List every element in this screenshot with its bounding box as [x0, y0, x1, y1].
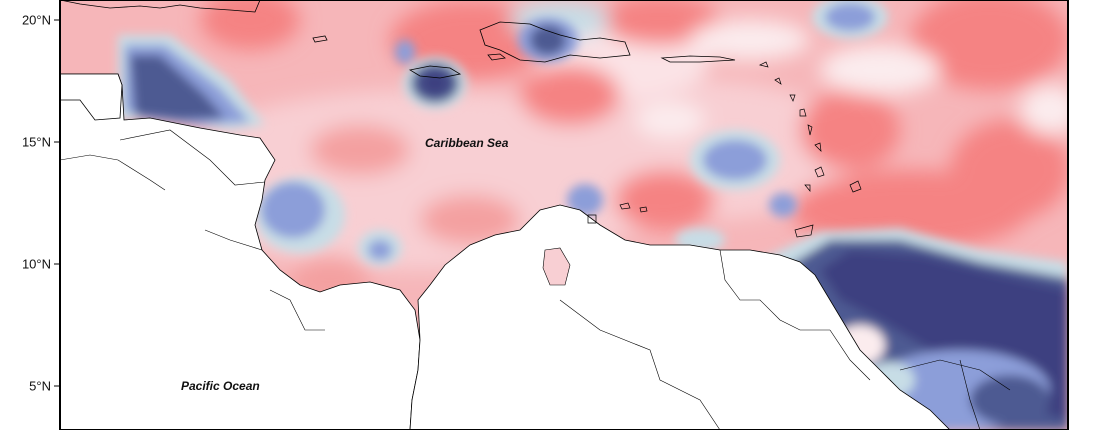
country-borders	[60, 129, 1011, 430]
lesser-antilles	[587, 61, 862, 238]
y-tick-label: 5°N	[29, 379, 51, 394]
y-tick-label: 10°N	[22, 257, 51, 272]
y-axis: 20°N 15°N 10°N 5°N	[22, 13, 60, 394]
yucatan-land	[60, 73, 123, 121]
map-frame	[59, 0, 1069, 430]
caribbean-sea-label: Caribbean Sea	[425, 136, 509, 150]
y-tick-label: 15°N	[22, 135, 51, 150]
ocean-field	[60, 0, 1068, 430]
y-tick-label: 20°N	[22, 13, 51, 28]
pacific-ocean-label: Pacific Ocean	[181, 379, 260, 393]
islands	[60, 0, 736, 79]
lake-maracaibo	[542, 247, 571, 286]
